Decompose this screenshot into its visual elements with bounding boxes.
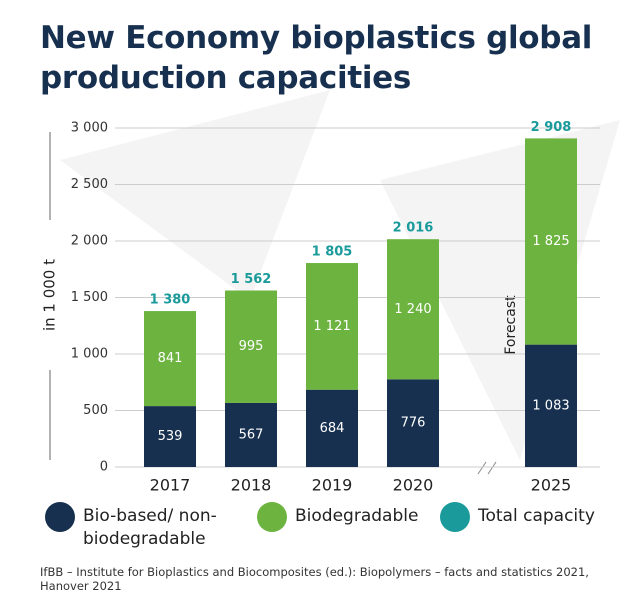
y-tick-label: 1 000 xyxy=(71,347,108,362)
y-axis-label: in 1 000 t xyxy=(41,259,59,331)
bar-segment xyxy=(387,239,439,380)
total-label: 1 805 xyxy=(312,245,353,260)
total-label: 1 380 xyxy=(150,293,191,308)
segment-label: 1 825 xyxy=(532,234,569,249)
bar-segment xyxy=(525,344,577,467)
legend-swatch xyxy=(257,502,287,532)
x-tick-label: 2025 xyxy=(531,476,572,495)
axis-break xyxy=(477,461,487,475)
x-tick-label: 2017 xyxy=(150,476,191,495)
x-tick-label: 2020 xyxy=(393,476,434,495)
background-shape xyxy=(60,90,330,300)
x-tick-label: 2019 xyxy=(312,476,353,495)
segment-label: 567 xyxy=(239,427,264,442)
total-label: 2 016 xyxy=(393,221,434,236)
chart-title: New Economy bioplastics global productio… xyxy=(40,20,593,96)
segment-label: 776 xyxy=(401,416,426,431)
segment-label: 841 xyxy=(158,351,183,366)
bar-segment xyxy=(525,138,577,345)
legend-label: Total capacity xyxy=(478,506,595,526)
legend-item: Biodegradable xyxy=(257,502,455,532)
bar-segment xyxy=(225,290,277,403)
total-label: 1 562 xyxy=(231,272,272,287)
segment-label: 995 xyxy=(239,339,264,354)
y-tick-label: 2 500 xyxy=(71,177,108,192)
segment-label: 539 xyxy=(158,429,183,444)
y-tick-label: 500 xyxy=(83,403,108,418)
legend-item: Bio-based/ non-biodegradable xyxy=(45,502,233,551)
segment-label: 1 240 xyxy=(394,302,431,317)
y-tick-label: 2 000 xyxy=(71,234,108,249)
legend-label: Biodegradable xyxy=(295,506,419,526)
segment-label: 1 121 xyxy=(313,319,350,334)
source: IfBB – Institute for Bioplastics and Bio… xyxy=(40,565,589,593)
total-label: 2 908 xyxy=(531,120,572,135)
axis-break xyxy=(487,461,497,475)
bar-segment xyxy=(225,402,277,467)
y-tick-label: 1 500 xyxy=(71,290,108,305)
bar-segment xyxy=(387,379,439,467)
segment-label: 684 xyxy=(320,421,345,436)
legend-swatch xyxy=(45,502,75,532)
x-tick-label: 2018 xyxy=(231,476,272,495)
bar-segment xyxy=(306,389,358,467)
bar-segment xyxy=(306,263,358,390)
legend-item: Total capacity xyxy=(440,502,638,532)
bar-segment xyxy=(144,311,196,407)
legend-swatch xyxy=(440,502,470,532)
legend-label: Bio-based/ non-biodegradable xyxy=(83,506,217,549)
y-tick-label: 0 xyxy=(100,460,108,475)
annotation: Forecast xyxy=(503,295,519,355)
bar-segment xyxy=(144,406,196,467)
segment-label: 1 083 xyxy=(532,398,569,413)
y-tick-label: 3 000 xyxy=(71,121,108,136)
